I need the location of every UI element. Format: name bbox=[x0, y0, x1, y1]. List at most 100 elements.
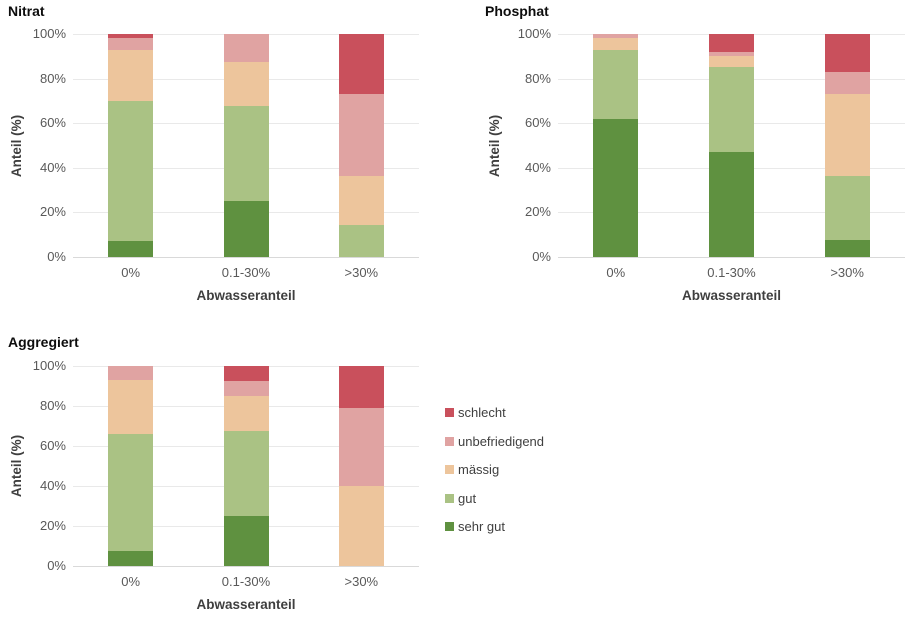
y-tick-label: 40% bbox=[524, 159, 551, 175]
legend-label: sehr gut bbox=[458, 519, 505, 534]
y-tick-label: 20% bbox=[39, 204, 66, 220]
bar-segment-schlecht bbox=[824, 34, 870, 72]
legend-swatch-icon bbox=[445, 522, 454, 531]
legend-item-gut: gut bbox=[445, 492, 544, 505]
legend-label: unbefriedigend bbox=[458, 433, 545, 449]
legend-swatch-icon bbox=[445, 465, 454, 474]
y-tick-label: 100% bbox=[32, 358, 66, 373]
bar-segment-sehr-gut bbox=[593, 118, 639, 257]
y-tick-label: 0% bbox=[47, 249, 66, 264]
bar-segment-mässig bbox=[338, 486, 384, 566]
bar-segment-sehr-gut bbox=[223, 201, 269, 257]
bar-segment-gut bbox=[824, 175, 870, 241]
y-tick-label: 40% bbox=[39, 478, 66, 493]
bar-segment-sehr-gut bbox=[108, 241, 154, 257]
bar-segment-gut bbox=[223, 431, 269, 516]
plot-area bbox=[73, 34, 419, 258]
plot-area bbox=[73, 366, 419, 567]
bar-segment-unbefriedigend bbox=[593, 34, 639, 39]
x-tick-label: 0% bbox=[606, 265, 626, 280]
bar-segment-gut bbox=[108, 100, 154, 242]
bar-segment-unbefriedigend bbox=[338, 408, 384, 486]
bar-segment-schlecht bbox=[338, 366, 384, 408]
y-tick-label: 100% bbox=[32, 26, 66, 41]
bar-segment-mässig bbox=[593, 38, 639, 50]
bar-segment-mässig bbox=[223, 61, 269, 107]
x-tick-label: >30% bbox=[830, 265, 864, 280]
legend-swatch-icon bbox=[445, 493, 454, 503]
bar-segment-schlecht bbox=[223, 366, 269, 381]
x-axis-line bbox=[73, 566, 419, 567]
stacked-bar->30% bbox=[338, 366, 384, 566]
legend-label: mässig bbox=[458, 462, 500, 477]
y-tick-label: 0% bbox=[532, 249, 551, 264]
legend-swatch-icon bbox=[445, 408, 454, 417]
bar-segment-sehr-gut bbox=[709, 152, 754, 257]
y-tick-label: 60% bbox=[524, 115, 551, 131]
bar-segment-mässig bbox=[709, 56, 754, 68]
y-tick-label: 40% bbox=[39, 159, 66, 175]
x-tick-label: 0.1-30% bbox=[221, 265, 271, 280]
bar-segment-unbefriedigend bbox=[824, 71, 870, 95]
stacked-bar->30% bbox=[824, 34, 870, 257]
stacked-bar-0.1-30% bbox=[223, 34, 269, 257]
bar-segment-unbefriedigend bbox=[108, 38, 154, 50]
bar-segment-schlecht bbox=[709, 34, 754, 52]
plot-area bbox=[558, 34, 905, 258]
x-tick-label: 0% bbox=[121, 574, 141, 589]
legend-item-sehr-gut: sehr gut bbox=[445, 520, 544, 533]
bar-segment-gut bbox=[338, 224, 384, 257]
bar-segment-mässig bbox=[223, 396, 269, 431]
y-tick-label: 80% bbox=[39, 398, 66, 413]
x-axis-title: Abwasseranteil bbox=[196, 288, 296, 303]
y-tick-label: 100% bbox=[517, 26, 551, 41]
bar-segment-unbefriedigend bbox=[338, 94, 384, 176]
y-tick-label: 80% bbox=[524, 70, 551, 86]
stacked-bar-0.1-30% bbox=[709, 34, 754, 257]
stacked-bar-0% bbox=[108, 366, 154, 566]
bar-segment-schlecht bbox=[108, 34, 154, 39]
legend-swatch-icon bbox=[445, 436, 454, 446]
stacked-bar-0.1-30% bbox=[223, 366, 269, 566]
bar-segment-sehr-gut bbox=[824, 240, 870, 257]
bar-segment-mässig bbox=[338, 175, 384, 225]
y-tick-label: 20% bbox=[39, 518, 66, 533]
y-tick-label: 0% bbox=[47, 558, 66, 573]
bar-segment-mässig bbox=[108, 49, 154, 101]
y-tick-label: 20% bbox=[524, 204, 551, 220]
y-tick-label: 60% bbox=[39, 115, 66, 131]
bar-segment-mässig bbox=[108, 380, 154, 434]
y-tick-label: 60% bbox=[39, 438, 66, 453]
bar-segment-gut bbox=[593, 49, 639, 119]
legend-label: gut bbox=[458, 490, 477, 506]
stacked-bar-0% bbox=[108, 34, 154, 257]
legend-item-schlecht: schlecht bbox=[445, 406, 544, 419]
legend: schlecht unbefriedigend mässig gut sehr gut bbox=[445, 406, 544, 533]
bar-segment-unbefriedigend bbox=[108, 366, 154, 380]
chart-title: Phosphat bbox=[485, 3, 549, 19]
chart-title: Nitrat bbox=[8, 3, 45, 19]
legend-label: schlecht bbox=[458, 405, 506, 420]
x-tick-label: 0.1-30% bbox=[221, 574, 271, 589]
x-axis-title: Abwasseranteil bbox=[196, 597, 296, 612]
y-tick-label: 80% bbox=[39, 70, 66, 86]
x-tick-label: >30% bbox=[344, 265, 379, 280]
bar-segment-gut bbox=[223, 106, 269, 202]
bar-segment-unbefriedigend bbox=[223, 34, 269, 62]
legend-item-mässig: mässig bbox=[445, 463, 544, 476]
x-tick-label: 0% bbox=[121, 265, 141, 280]
x-axis-title: Abwasseranteil bbox=[681, 288, 782, 303]
bar-segment-schlecht bbox=[338, 34, 384, 95]
x-tick-label: 0.1-30% bbox=[707, 265, 756, 280]
stacked-bar->30% bbox=[338, 34, 384, 257]
legend-item-unbefriedigend: unbefriedigend bbox=[445, 435, 544, 448]
bar-segment-gut bbox=[709, 67, 754, 153]
bar-segment-sehr-gut bbox=[223, 516, 269, 566]
chart-title: Aggregiert bbox=[8, 334, 79, 350]
stacked-bar-0% bbox=[593, 34, 639, 257]
bar-segment-gut bbox=[108, 434, 154, 551]
